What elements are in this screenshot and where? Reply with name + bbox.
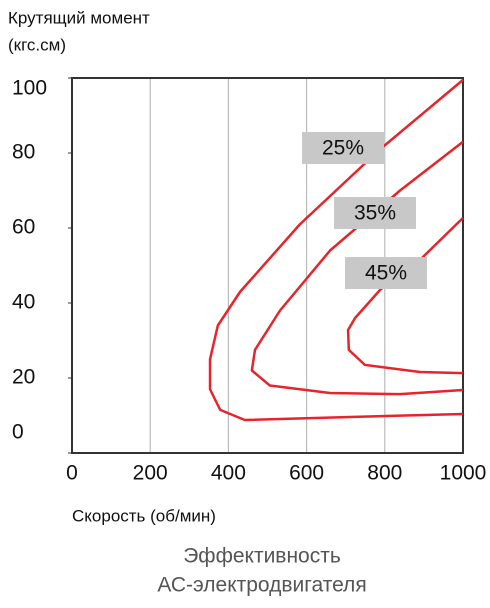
y-tick-label: 100 [12,77,47,100]
label-box [334,197,416,229]
x-tick-label: 0 [66,462,78,485]
y-axis-label: Крутящий момент [8,8,150,27]
y-tick-label: 40 [12,291,35,314]
y-axis-unit: (кгс.см) [8,35,66,54]
efficiency-curve [346,216,464,375]
y-tick-label: 0 [12,421,24,444]
x-tick-label: 400 [211,462,246,485]
caption: Эффективность [183,545,341,568]
series-label: 45% [365,262,407,285]
y-tick-label: 80 [12,141,35,164]
y-tick-label: 60 [12,216,35,239]
x-tick-label: 600 [289,462,324,485]
x-tick-label: 1000 [440,462,487,485]
label-box [302,132,384,164]
caption: АС-электродвигателя [157,574,366,597]
series-label: 25% [322,137,364,160]
plot-frame [71,77,464,454]
x-tick-label: 200 [133,462,168,485]
label-box [345,257,427,289]
series-label: 35% [354,202,396,225]
x-tick-label: 800 [367,462,402,485]
y-tick-label: 20 [12,366,35,389]
efficiency-curve [208,78,464,422]
x-axis-label: Скорость (об/мин) [72,506,216,525]
